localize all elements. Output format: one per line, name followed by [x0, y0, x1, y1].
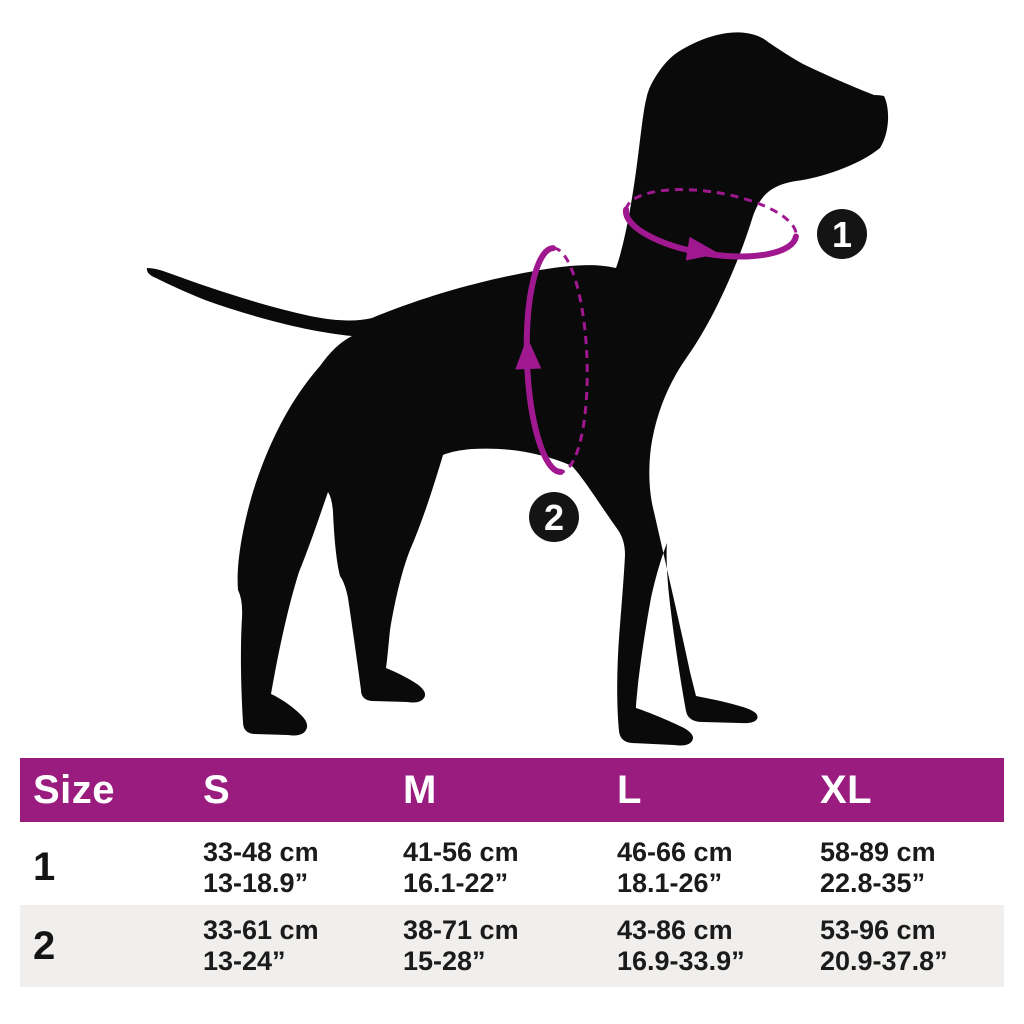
- badge-2-number: 2: [544, 497, 564, 538]
- row-1-cell-s: 33-48 cm 13-18.9”: [203, 830, 319, 905]
- cell-cm: 43-86 cm: [617, 915, 733, 945]
- column-header-s: S: [203, 767, 231, 812]
- row-2-cell-l: 43-86 cm 16.9-33.9”: [617, 905, 745, 987]
- table-row-1: 1 33-48 cm 13-18.9” 41-56 cm 16.1-22” 46…: [20, 830, 1004, 905]
- row-1-number: 1: [33, 845, 56, 889]
- column-header-m: M: [403, 767, 437, 812]
- neck-girth-dashed-arc: [624, 188, 798, 237]
- chest-girth-ellipse: [515, 245, 589, 475]
- size-table-header: Size S M L XL: [20, 758, 1004, 822]
- cell-cm: 38-71 cm: [403, 915, 519, 945]
- badge-1-circle: [817, 209, 867, 259]
- cell-inch: 20.9-37.8”: [820, 946, 948, 976]
- cell-cm: 46-66 cm: [617, 836, 733, 867]
- row-2-cell-s: 33-61 cm 13-24”: [203, 905, 319, 987]
- row-1-cell-l: 46-66 cm 18.1-26”: [617, 830, 733, 905]
- dog-measurement-diagram: 1 2: [146, 32, 889, 746]
- column-header-l: L: [617, 767, 642, 812]
- row-1-cell-m: 41-56 cm 16.1-22”: [403, 830, 519, 905]
- cell-inch: 18.1-26”: [617, 867, 723, 898]
- cell-cm: 58-89 cm: [820, 836, 936, 867]
- chest-girth-arrow-icon: [515, 337, 542, 370]
- cell-cm: 41-56 cm: [403, 836, 519, 867]
- row-1-cell-xl: 58-89 cm 22.8-35”: [820, 830, 936, 905]
- cell-cm: 53-96 cm: [820, 915, 936, 945]
- measurement-badge-1: 1: [817, 209, 867, 259]
- cell-inch: 13-24”: [203, 946, 286, 976]
- chest-girth-dashed-arc: [553, 246, 589, 474]
- cell-inch: 16.1-22”: [403, 867, 509, 898]
- row-2-number: 2: [33, 923, 56, 968]
- neck-girth-ellipse: [622, 188, 799, 261]
- badge-2-circle: [529, 492, 579, 542]
- header-size-label: Size: [33, 767, 116, 812]
- size-table: Size S M L XL 1 33-48 cm 13-18.9” 41-56 …: [20, 758, 1004, 987]
- badge-1-number: 1: [832, 214, 852, 255]
- neck-girth-arrow-icon: [685, 236, 720, 261]
- table-row-2: 2 33-61 cm 13-24” 38-71 cm 15-28” 43-86 …: [20, 905, 1004, 987]
- row-2-label: 2: [33, 905, 55, 987]
- cell-inch: 22.8-35”: [820, 867, 926, 898]
- cell-inch: 15-28”: [403, 946, 486, 976]
- row-2-cell-m: 38-71 cm 15-28”: [403, 905, 519, 987]
- row-2-cell-xl: 53-96 cm 20.9-37.8”: [820, 905, 948, 987]
- cell-cm: 33-48 cm: [203, 836, 319, 867]
- dog-silhouette: [146, 32, 889, 746]
- row-1-label: 1: [33, 830, 55, 905]
- measurement-badge-2: 2: [529, 492, 579, 542]
- cell-inch: 16.9-33.9”: [617, 946, 745, 976]
- column-header-xl: XL: [820, 767, 873, 812]
- cell-cm: 33-61 cm: [203, 915, 319, 945]
- cell-inch: 13-18.9”: [203, 867, 309, 898]
